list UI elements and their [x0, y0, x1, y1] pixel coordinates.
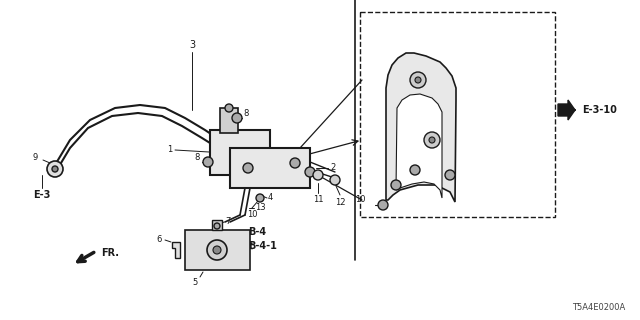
- Text: 8: 8: [243, 108, 248, 117]
- Text: 5: 5: [193, 278, 198, 287]
- Circle shape: [47, 161, 63, 177]
- Circle shape: [213, 246, 221, 254]
- Circle shape: [415, 77, 421, 83]
- Text: 1: 1: [167, 146, 172, 155]
- Circle shape: [52, 166, 58, 172]
- Text: FR.: FR.: [101, 248, 119, 258]
- Circle shape: [243, 163, 253, 173]
- Text: B-4-1: B-4-1: [248, 241, 277, 251]
- Text: 10: 10: [247, 210, 257, 219]
- Circle shape: [424, 132, 440, 148]
- Text: 6: 6: [157, 236, 162, 244]
- Text: E-3: E-3: [33, 190, 51, 200]
- Polygon shape: [558, 100, 575, 120]
- Circle shape: [203, 157, 213, 167]
- Text: 11: 11: [313, 195, 323, 204]
- Circle shape: [256, 194, 264, 202]
- Text: E-3-10: E-3-10: [582, 105, 617, 115]
- Circle shape: [290, 158, 300, 168]
- Text: T5A4E0200A: T5A4E0200A: [572, 303, 625, 312]
- Bar: [212, 220, 222, 230]
- Text: 13: 13: [255, 204, 266, 212]
- Circle shape: [445, 170, 455, 180]
- Circle shape: [232, 113, 242, 123]
- Circle shape: [313, 170, 323, 180]
- Polygon shape: [172, 242, 180, 258]
- Bar: [360, 12, 555, 217]
- Circle shape: [305, 167, 315, 177]
- Polygon shape: [386, 53, 456, 202]
- Circle shape: [410, 72, 426, 88]
- Text: B-4: B-4: [248, 227, 266, 237]
- Text: 9: 9: [33, 154, 38, 163]
- Text: 4: 4: [268, 194, 273, 203]
- Text: 2: 2: [330, 164, 335, 172]
- Text: 8: 8: [195, 153, 200, 162]
- Circle shape: [330, 175, 340, 185]
- Text: 3: 3: [189, 40, 195, 50]
- Polygon shape: [396, 94, 442, 198]
- Circle shape: [378, 200, 388, 210]
- Circle shape: [391, 180, 401, 190]
- Circle shape: [429, 137, 435, 143]
- Bar: [220, 108, 238, 133]
- Text: 12: 12: [335, 198, 345, 207]
- Circle shape: [225, 104, 233, 112]
- Text: 10: 10: [355, 196, 365, 204]
- Circle shape: [410, 165, 420, 175]
- Bar: [210, 130, 270, 175]
- Bar: [230, 148, 310, 188]
- Bar: [185, 230, 250, 270]
- Circle shape: [214, 223, 220, 229]
- Text: 7: 7: [225, 218, 230, 227]
- Circle shape: [207, 240, 227, 260]
